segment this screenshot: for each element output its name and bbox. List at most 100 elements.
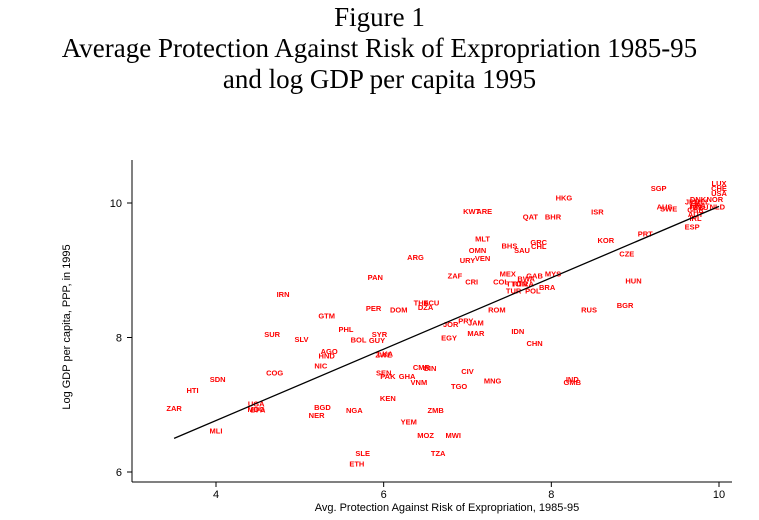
x-tick-label: 4 [213, 489, 219, 501]
data-point-label: PAK [380, 372, 396, 381]
data-point-label: BGR [617, 301, 634, 310]
data-point-label: TGO [451, 382, 467, 391]
data-point-label: CMR [413, 363, 431, 372]
data-point-label: QAT [523, 212, 539, 221]
data-point-label: KEN [380, 394, 396, 403]
fit-line-group [173, 205, 720, 439]
data-point-label: MEX [500, 270, 516, 279]
data-point-label: CZE [619, 249, 634, 258]
data-point-label: CIV [461, 367, 474, 376]
data-point-label: GUY [369, 336, 385, 345]
data-point-label: SAU [514, 246, 530, 255]
data-point-label: OMN [469, 246, 487, 255]
data-point-label: SWE [660, 204, 677, 213]
y-tick-label: 6 [116, 467, 122, 479]
data-point-label: EGY [441, 334, 457, 343]
figure-heading: Figure 1 Average Protection Against Risk… [0, 2, 759, 95]
data-point-label: CRI [465, 278, 478, 287]
data-point-label: NOR [706, 195, 723, 204]
data-point-label: IND [566, 375, 580, 384]
data-point-label: RUS [581, 305, 597, 314]
data-point-label: NIC [314, 362, 328, 371]
data-point-label: MOZ [417, 431, 434, 440]
data-point-label: SDN [210, 375, 226, 384]
y-tick-label: 10 [110, 198, 122, 210]
data-point-label: DOM [390, 305, 408, 314]
data-point-label: TUR [506, 286, 522, 295]
data-point-label: GIN [423, 364, 436, 373]
data-point-label: ZAF [448, 272, 463, 281]
data-point-label: LKA [378, 350, 394, 359]
data-point-label: THA [414, 299, 430, 308]
y-tick-label: 8 [116, 333, 122, 345]
figure-title-line-2: and log GDP per capita 1995 [222, 64, 537, 94]
data-point-label: JOR [443, 320, 459, 329]
data-points: LUXCHEUSANORNLDDNKJPNBELFRADEUGBRFINAUTA… [166, 179, 727, 468]
data-point-label: TRA [518, 280, 534, 289]
data-point-label: PAN [368, 273, 383, 282]
data-point-label: COL [493, 278, 509, 287]
data-point-label: IRL [689, 214, 702, 223]
data-point-label: VEN [475, 254, 490, 263]
data-point-label: CHE [711, 184, 727, 193]
data-point-label: MAR [467, 329, 485, 338]
data-point-label: GTM [318, 311, 335, 320]
data-point-label: FRA [690, 201, 706, 210]
data-point-label: BWA [517, 274, 535, 283]
data-point-label: LUX [712, 179, 727, 188]
data-point-label: VNM [411, 378, 428, 387]
data-point-label: ZMB [428, 406, 445, 415]
data-point-label: PRT [638, 229, 653, 238]
data-point-label: ROM [488, 305, 506, 314]
data-point-label: DEU [693, 203, 709, 212]
data-point-label: GMB [564, 378, 582, 387]
data-point-label: MWI [446, 431, 461, 440]
data-point-label: DZA [418, 303, 434, 312]
data-point-label: IDN [511, 327, 524, 336]
data-point-label: BEL [695, 198, 710, 207]
data-point-label: BOL [351, 336, 367, 345]
data-point-label: HUN [625, 276, 641, 285]
data-point-label: PER [366, 304, 382, 313]
data-point-label: TUN [512, 280, 527, 289]
data-point-label: PRY [458, 317, 473, 326]
data-point-label: SEN [376, 368, 391, 377]
data-point-label: IRN [277, 290, 290, 299]
data-point-label: BFA [250, 405, 266, 414]
data-point-label: MDG [247, 405, 265, 414]
data-point-label: FIN [689, 202, 701, 211]
data-point-label: MLI [210, 426, 223, 435]
data-point-label: ZAR [166, 404, 182, 413]
x-tick-label: 10 [713, 489, 725, 501]
data-point-label: JAM [468, 319, 484, 328]
x-tick-label: 8 [548, 489, 554, 501]
data-point-label: AUS [657, 202, 673, 211]
data-point-label: BHR [545, 212, 562, 221]
data-point-label: SLE [355, 449, 370, 458]
x-tick-label: 6 [381, 489, 387, 501]
axes: 4 6 8 10 6 8 10 [110, 160, 732, 501]
fit-line [173, 205, 720, 439]
data-point-label: TZA [431, 449, 446, 458]
data-point-label: ISR [591, 208, 604, 217]
data-point-label: ETH [349, 459, 364, 468]
data-point-label: MNG [484, 377, 502, 386]
data-point-label: ECU [424, 299, 440, 308]
data-point-label: GHA [399, 372, 416, 381]
data-point-label: BRA [539, 283, 556, 292]
data-point-label: SGP [651, 184, 667, 193]
data-point-label: JPN [685, 198, 700, 207]
data-point-label: URY [460, 256, 476, 265]
data-point-label: ARE [476, 207, 492, 216]
data-point-label: GAB [526, 272, 543, 281]
x-axis-label: Avg. Protection Against Risk of Expropri… [315, 502, 580, 514]
data-point-label: AUT [688, 210, 704, 219]
figure-title-line-1: Average Protection Against Risk of Expro… [61, 33, 698, 63]
data-point-label: CHN [526, 339, 542, 348]
data-point-label: ESP [685, 223, 700, 232]
data-point-label: PHL [338, 325, 353, 334]
data-point-label: BGD [314, 403, 331, 412]
data-point-label: YEM [401, 418, 417, 427]
y-axis-label: Log GDP per capita, PPP, in 1995 [61, 244, 73, 409]
